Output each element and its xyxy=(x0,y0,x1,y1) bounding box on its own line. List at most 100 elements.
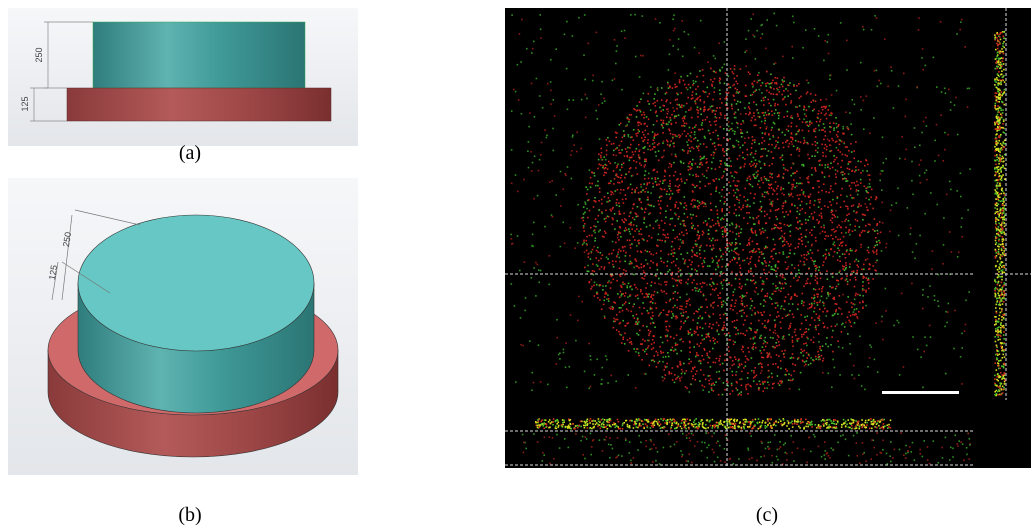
signal-dot xyxy=(606,144,608,146)
signal-dot xyxy=(794,331,796,333)
signal-dot xyxy=(728,284,730,286)
signal-dot xyxy=(839,295,841,297)
signal-dot xyxy=(699,315,701,317)
signal-dot xyxy=(706,146,708,148)
signal-dot xyxy=(652,335,654,337)
signal-dot xyxy=(531,83,533,85)
signal-dot xyxy=(772,193,774,195)
signal-dot xyxy=(632,306,634,308)
signal-dot xyxy=(711,154,713,156)
signal-dot xyxy=(715,116,717,118)
signal-dot xyxy=(696,326,698,328)
signal-dot xyxy=(672,138,674,140)
signal-dot xyxy=(598,260,600,262)
signal-dot xyxy=(790,167,792,169)
signal-dot xyxy=(801,323,803,325)
signal-dot xyxy=(702,231,704,233)
signal-dot xyxy=(691,256,693,258)
signal-dot xyxy=(764,118,766,120)
signal-dot xyxy=(862,276,864,278)
signal-dot xyxy=(829,293,831,295)
signal-dot xyxy=(690,73,692,75)
signal-dot xyxy=(685,306,687,308)
signal-dot xyxy=(687,330,689,332)
signal-dot xyxy=(679,280,681,282)
signal-dot xyxy=(617,182,619,184)
signal-dot xyxy=(718,371,720,373)
signal-dot xyxy=(771,293,773,295)
signal-dot xyxy=(642,349,644,351)
signal-dot xyxy=(673,229,675,231)
signal-dot xyxy=(721,306,723,308)
signal-dot xyxy=(807,91,809,93)
signal-dot xyxy=(943,217,945,219)
signal-dot xyxy=(619,307,621,309)
signal-dot xyxy=(718,334,720,336)
signal-dot xyxy=(606,419,608,421)
signal-dot xyxy=(869,179,871,181)
signal-dot xyxy=(655,105,657,107)
signal-dot xyxy=(842,265,844,267)
signal-dot xyxy=(654,93,656,95)
signal-dot xyxy=(849,161,851,163)
signal-dot xyxy=(632,208,634,210)
signal-dot xyxy=(653,146,655,148)
signal-dot xyxy=(647,296,649,298)
signal-dot xyxy=(511,283,513,285)
signal-dot xyxy=(728,332,730,334)
signal-dot xyxy=(732,365,734,367)
signal-dot xyxy=(616,147,618,149)
signal-dot xyxy=(735,209,737,211)
signal-dot xyxy=(673,143,675,145)
signal-dot xyxy=(719,93,721,95)
signal-dot xyxy=(594,232,596,234)
signal-dot xyxy=(750,268,752,270)
signal-dot xyxy=(589,235,591,237)
signal-dot xyxy=(688,139,690,141)
signal-dot xyxy=(867,164,869,166)
signal-dot xyxy=(589,210,591,212)
signal-dot xyxy=(756,383,758,385)
signal-dot xyxy=(662,109,664,111)
signal-dot xyxy=(805,196,807,198)
signal-dot xyxy=(824,176,826,178)
signal-dot xyxy=(775,285,777,287)
signal-dot xyxy=(669,421,671,423)
signal-dot xyxy=(556,363,558,365)
signal-dot xyxy=(717,135,719,137)
signal-dot xyxy=(676,136,678,138)
signal-dot xyxy=(802,47,804,49)
signal-dot xyxy=(678,268,680,270)
signal-dot xyxy=(713,179,715,181)
signal-dot xyxy=(730,165,732,167)
signal-dot xyxy=(762,323,764,325)
signal-dot xyxy=(897,320,899,322)
signal-dot xyxy=(709,323,711,325)
signal-dot xyxy=(782,79,784,81)
signal-dot xyxy=(822,311,824,313)
signal-dot xyxy=(521,19,523,21)
signal-dot xyxy=(574,247,576,249)
signal-dot xyxy=(587,271,589,273)
signal-dot xyxy=(769,217,771,219)
signal-dot xyxy=(640,184,642,186)
signal-dot xyxy=(651,349,653,351)
signal-dot xyxy=(866,170,868,172)
signal-dot xyxy=(864,165,866,167)
signal-dot xyxy=(627,124,629,126)
signal-dot xyxy=(907,207,909,209)
signal-dot xyxy=(708,326,710,328)
signal-dot xyxy=(664,378,666,380)
signal-dot xyxy=(718,43,720,45)
signal-dot xyxy=(720,126,722,128)
signal-dot xyxy=(637,173,639,175)
signal-dot xyxy=(528,141,530,143)
signal-dot xyxy=(612,208,614,210)
signal-dot xyxy=(714,114,716,116)
signal-dot xyxy=(844,173,846,175)
signal-dot xyxy=(810,257,812,259)
signal-dot xyxy=(667,352,669,354)
signal-dot xyxy=(818,270,820,272)
signal-dot xyxy=(745,284,747,286)
signal-dot xyxy=(860,179,862,181)
